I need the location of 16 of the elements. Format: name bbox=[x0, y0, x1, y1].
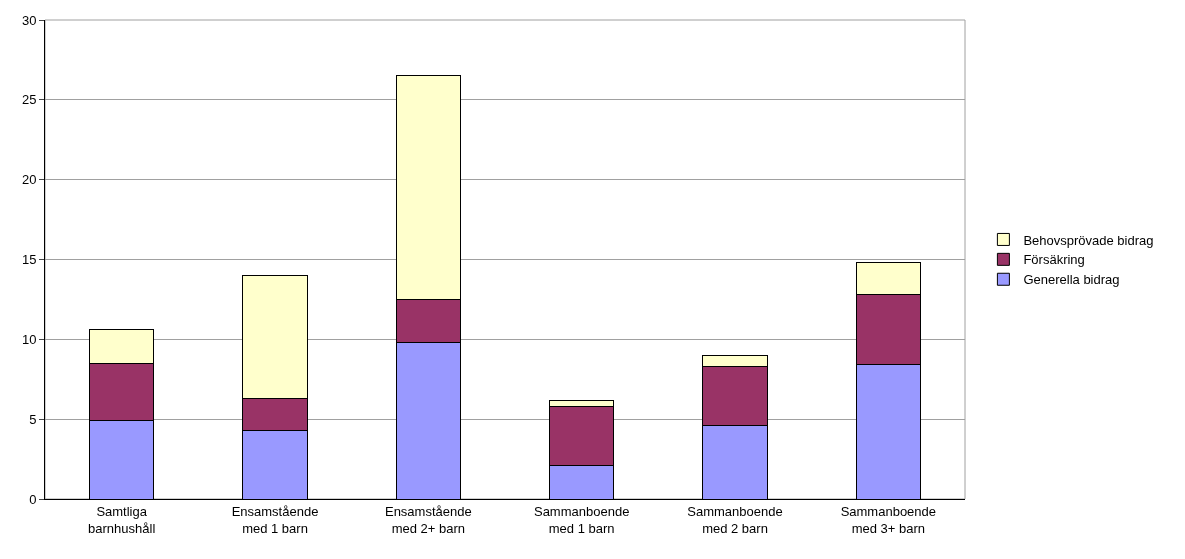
y-tick-label: 30 bbox=[21, 12, 37, 28]
y-tick-label: 15 bbox=[21, 252, 37, 268]
legend-label: Försäkring bbox=[1023, 252, 1085, 268]
x-tick-label: Sammanboende med 2 barn bbox=[687, 503, 783, 536]
x-tick-label: Sammanboende med 1 barn bbox=[533, 503, 630, 536]
y-tick-label: 20 bbox=[21, 172, 37, 188]
x-tick-label: Samtliga barnhushåll bbox=[88, 503, 156, 536]
y-tick-label: 10 bbox=[21, 331, 37, 347]
y-tick-label: 5 bbox=[29, 411, 37, 427]
y-tick-label: 25 bbox=[21, 92, 37, 108]
legend-label: Behovsprövade bidrag bbox=[1023, 232, 1154, 248]
y-tick-label: 0 bbox=[29, 491, 37, 507]
x-tick-label: Sammanboende med 3+ barn bbox=[840, 503, 937, 536]
x-tick-label: Ensamstående med 1 barn bbox=[231, 503, 319, 536]
x-tick-label: Ensamstående med 2+ barn bbox=[384, 503, 472, 536]
legend-label: Generella bidrag bbox=[1023, 272, 1120, 288]
